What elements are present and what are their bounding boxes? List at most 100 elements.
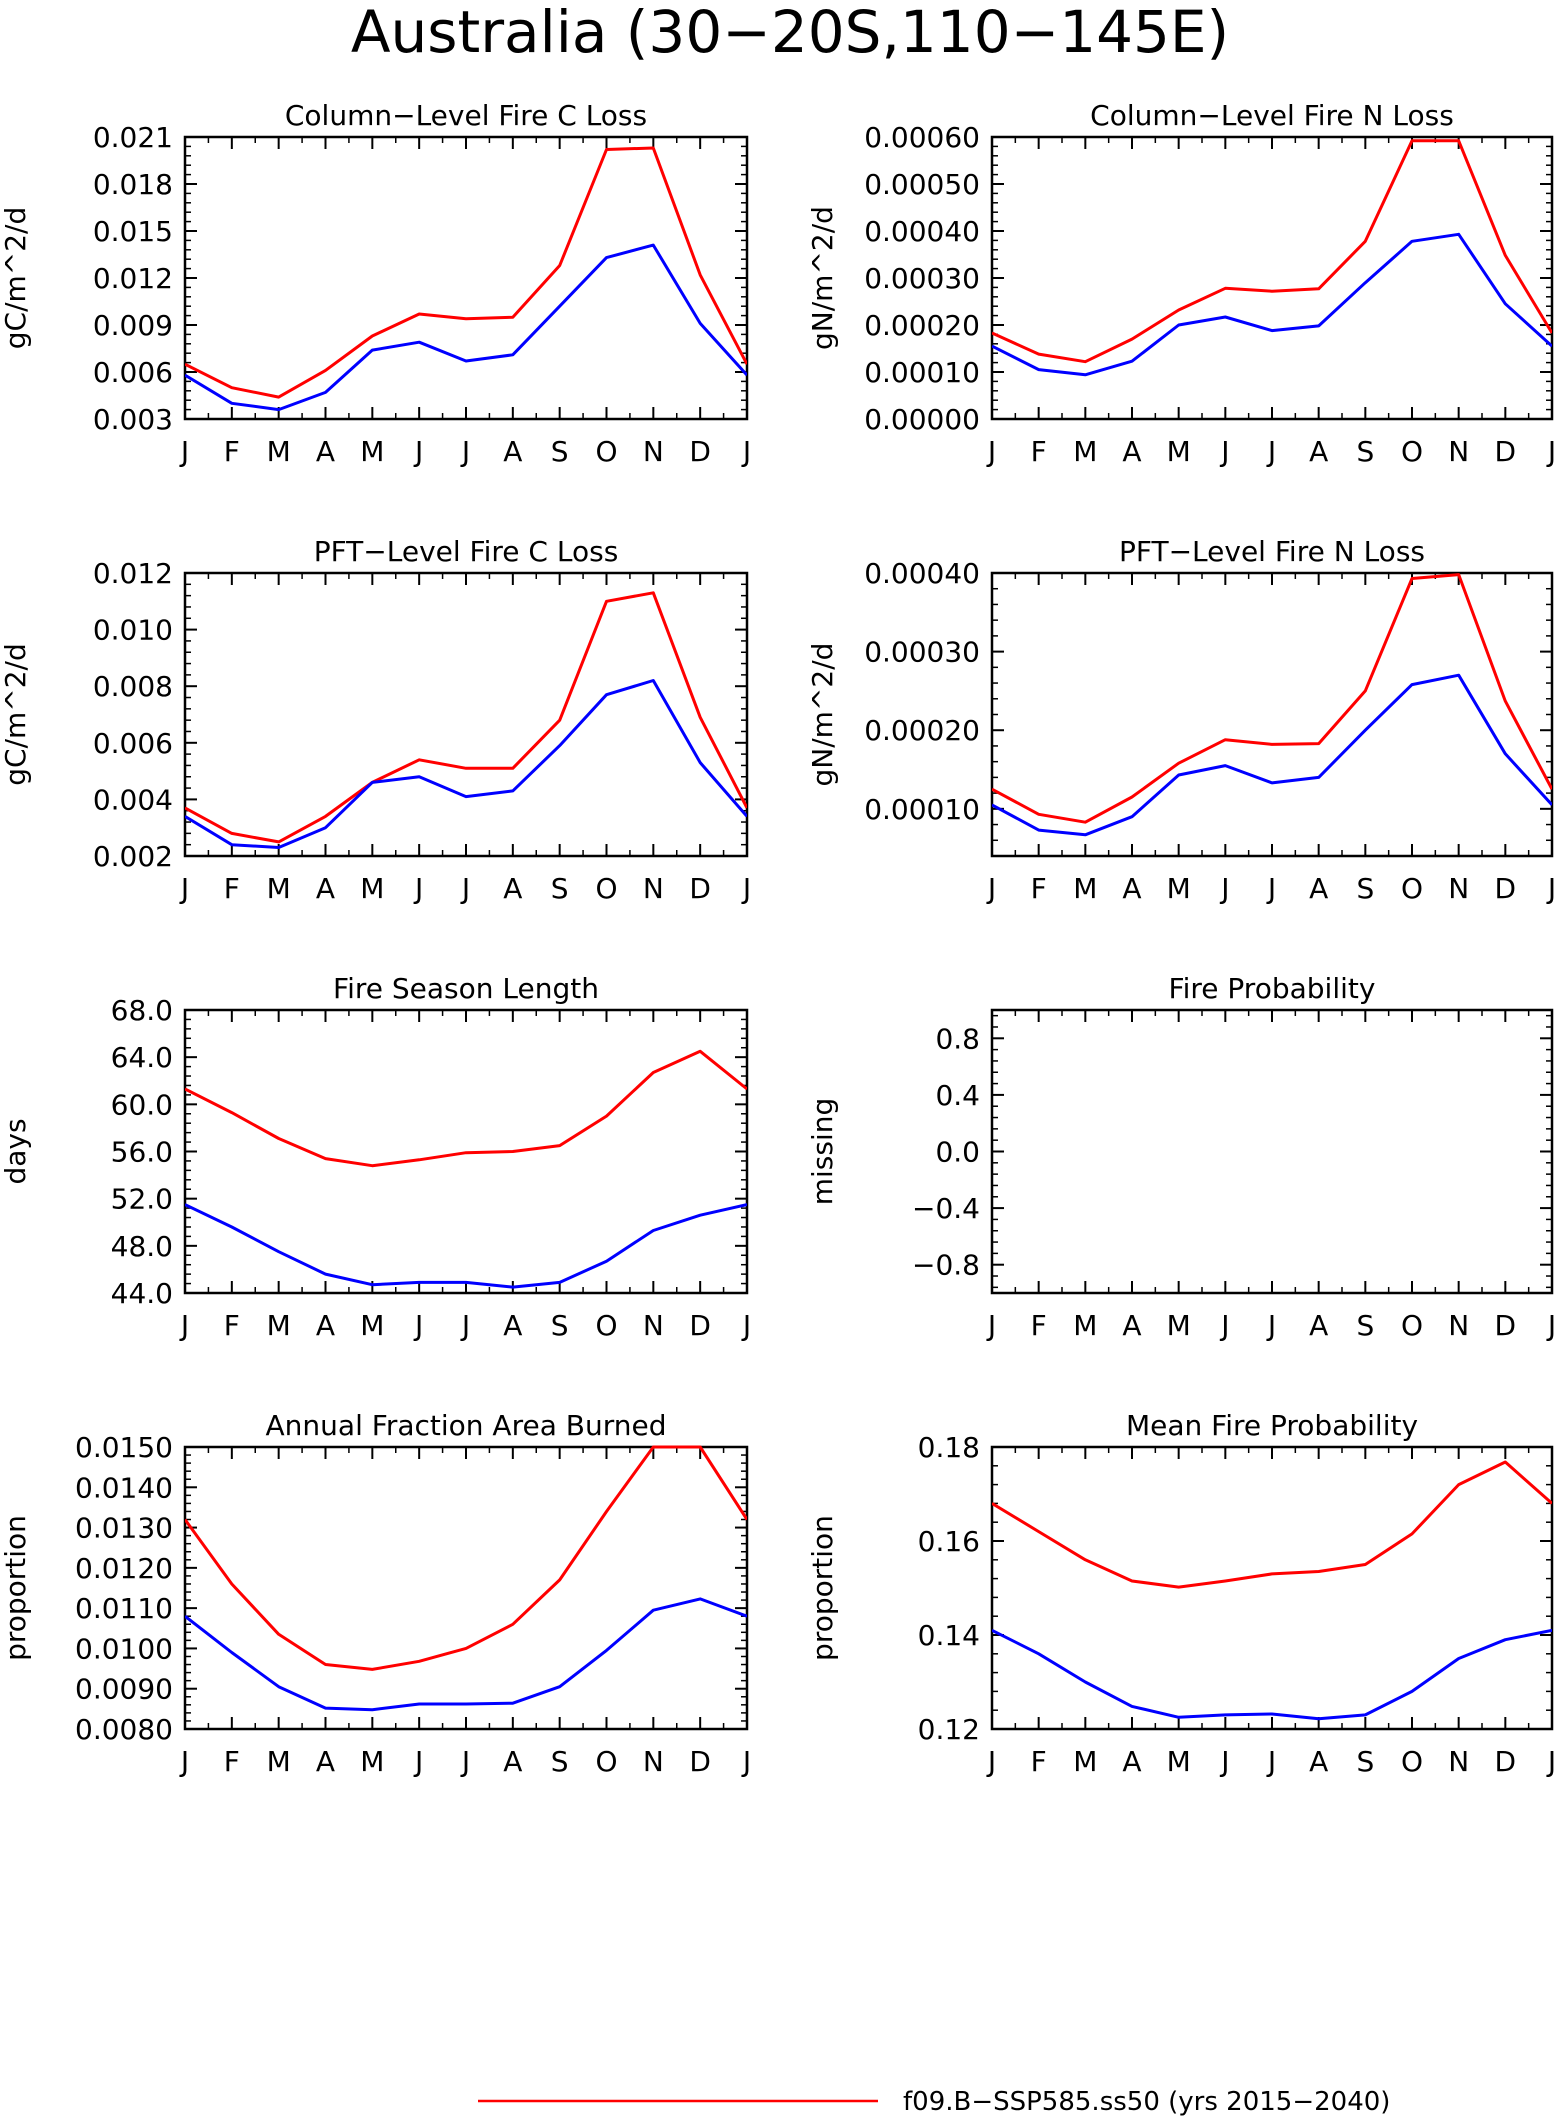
x-tick-label: J: [1546, 872, 1556, 905]
y-tick-label: 0.00020: [864, 309, 980, 342]
x-tick-label: F: [1031, 1745, 1047, 1778]
panel-title: Column−Level Fire N Loss: [1090, 99, 1454, 132]
series-line-red: [992, 1460, 1552, 1589]
y-tick-label: 0.006: [93, 356, 173, 389]
x-tick-label: A: [316, 872, 335, 905]
x-tick-label: D: [1495, 872, 1517, 905]
x-tick-label: A: [503, 1745, 522, 1778]
x-tick-label: J: [1219, 1745, 1229, 1778]
x-tick-label: J: [741, 872, 751, 905]
x-tick-label: F: [224, 1309, 240, 1342]
y-tick-label: 0.0140: [75, 1471, 173, 1504]
x-tick-label: A: [1309, 872, 1328, 905]
y-tick-label: 0.0090: [75, 1673, 173, 1706]
x-tick-label: J: [460, 1309, 470, 1342]
x-tick-label: S: [1356, 435, 1374, 468]
x-tick-label: A: [1309, 1309, 1328, 1342]
series-line-blue: [992, 1628, 1552, 1721]
y-tick-label: 0.010: [93, 614, 173, 647]
y-tick-label: 56.0: [111, 1136, 173, 1169]
x-tick-label: M: [1073, 872, 1097, 905]
x-tick-label: N: [1448, 1745, 1469, 1778]
y-tick-label: 0.18: [918, 1431, 980, 1464]
y-tick-label: 0.012: [93, 262, 173, 295]
x-tick-label: F: [224, 872, 240, 905]
x-tick-label: A: [503, 1309, 522, 1342]
series-line-red: [185, 1445, 747, 1671]
x-tick-label: A: [1122, 1309, 1141, 1342]
series-line-red: [992, 139, 1552, 364]
panel-title: Fire Probability: [1169, 972, 1376, 1005]
x-tick-label: F: [224, 1745, 240, 1778]
x-tick-label: J: [741, 1745, 751, 1778]
panel-title: Mean Fire Probability: [1126, 1409, 1418, 1442]
x-tick-label: J: [1546, 1309, 1556, 1342]
panel-title: PFT−Level Fire C Loss: [314, 535, 619, 568]
y-tick-label: 0.00060: [864, 121, 980, 154]
x-tick-label: S: [1356, 1309, 1374, 1342]
x-tick-label: N: [1448, 435, 1469, 468]
series-line-blue: [185, 1203, 747, 1289]
x-tick-label: J: [1266, 1745, 1276, 1778]
y-tick-label: 0.0150: [75, 1431, 173, 1464]
x-tick-label: O: [1401, 1309, 1423, 1342]
y-axis-label: days: [0, 1118, 32, 1184]
legend-label: f09.B−SSP585.ss50 (yrs 2015−2040): [903, 2087, 1390, 2117]
x-tick-label: M: [360, 1745, 384, 1778]
series-line-red: [185, 146, 747, 399]
y-tick-label: 0.009: [93, 309, 173, 342]
x-tick-label: D: [689, 1309, 711, 1342]
x-tick-label: J: [460, 872, 470, 905]
panel-title: Annual Fraction Area Burned: [266, 1409, 667, 1442]
x-tick-label: M: [1073, 1309, 1097, 1342]
y-tick-label: 0.00010: [864, 793, 980, 826]
x-tick-label: A: [503, 872, 522, 905]
y-tick-label: 0.015: [93, 215, 173, 248]
x-tick-label: M: [1167, 872, 1191, 905]
x-tick-label: J: [179, 435, 189, 468]
y-axis-label: gC/m^2/d: [0, 643, 32, 786]
y-tick-label: 0.00040: [864, 557, 980, 590]
y-tick-label: 0.0100: [75, 1632, 173, 1665]
x-tick-label: J: [1546, 435, 1556, 468]
series-line-red: [185, 591, 747, 844]
x-tick-label: M: [267, 435, 291, 468]
x-tick-label: A: [316, 1745, 335, 1778]
x-tick-label: O: [595, 1745, 617, 1778]
panel-title: Fire Season Length: [333, 972, 599, 1005]
x-tick-label: J: [460, 435, 470, 468]
series-line-red: [992, 573, 1552, 824]
x-tick-label: M: [1167, 1309, 1191, 1342]
y-tick-label: 44.0: [111, 1277, 173, 1310]
series-line-blue: [185, 243, 747, 412]
x-tick-label: J: [741, 435, 751, 468]
x-tick-label: M: [360, 1309, 384, 1342]
y-tick-label: 48.0: [111, 1230, 173, 1263]
figure-title: Australia (30−20S,110−145E): [351, 0, 1229, 66]
x-tick-label: J: [413, 872, 423, 905]
x-tick-label: J: [1266, 1309, 1276, 1342]
y-tick-label: 0.008: [93, 670, 173, 703]
y-tick-label: 0.00000: [864, 403, 980, 436]
x-tick-label: J: [986, 435, 996, 468]
x-tick-label: J: [1546, 1745, 1556, 1778]
x-tick-label: S: [551, 1309, 569, 1342]
y-tick-label: 0.0: [935, 1136, 980, 1169]
x-tick-label: J: [1219, 1309, 1229, 1342]
y-axis-label: gN/m^2/d: [806, 643, 839, 787]
x-tick-label: J: [986, 1309, 996, 1342]
series-line-blue: [992, 232, 1552, 377]
y-tick-label: 0.12: [918, 1713, 980, 1746]
series-line-blue: [185, 1597, 747, 1712]
x-tick-label: S: [551, 872, 569, 905]
x-tick-label: D: [1495, 1309, 1517, 1342]
y-tick-label: 64.0: [111, 1041, 173, 1074]
y-tick-label: 0.00030: [864, 636, 980, 669]
y-tick-label: 60.0: [111, 1088, 173, 1121]
